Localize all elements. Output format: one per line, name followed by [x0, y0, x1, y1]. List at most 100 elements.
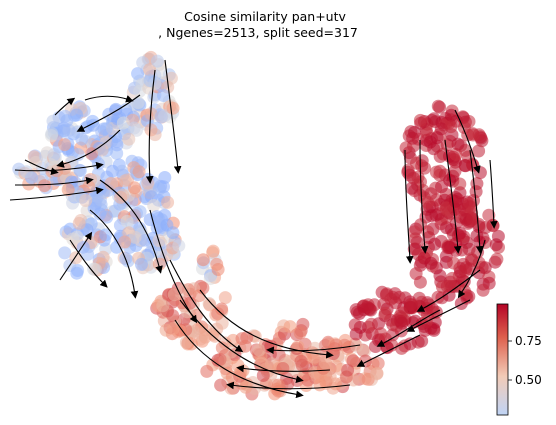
cell-point [370, 367, 383, 380]
cell-point [432, 100, 445, 113]
cell-point [359, 355, 372, 368]
cell-point [97, 251, 110, 264]
cell-point [431, 131, 444, 144]
cell-point [379, 307, 392, 320]
cell-point [214, 379, 227, 392]
cell-point [197, 253, 210, 266]
cell-point [231, 359, 244, 372]
cell-point [71, 231, 84, 244]
cell-point [133, 165, 146, 178]
cell-point [151, 55, 164, 68]
cell-point [58, 138, 71, 151]
cell-point [73, 217, 86, 230]
cell-point [441, 241, 454, 254]
cell-point [253, 344, 266, 357]
cell-point [470, 177, 483, 190]
cell-point [444, 120, 457, 133]
cell-point [79, 194, 92, 207]
cell-point [58, 246, 71, 259]
cell-point [207, 245, 220, 258]
cell-point [92, 157, 105, 170]
cell-point [408, 225, 421, 238]
cell-point [119, 174, 132, 187]
colorbar-gradient [497, 304, 508, 415]
cell-point [45, 127, 58, 140]
cell-point [172, 239, 185, 252]
cell-point [74, 164, 87, 177]
cell-point [419, 324, 432, 337]
chart-title-line-1: Cosine similarity pan+utv [184, 9, 346, 24]
cell-point [75, 133, 88, 146]
cell-point [428, 112, 441, 125]
cell-point [135, 258, 148, 271]
cell-point [94, 193, 107, 206]
cell-point [490, 253, 503, 266]
cell-point [47, 115, 60, 128]
cell-point [156, 299, 169, 312]
cell-point [458, 285, 471, 298]
cell-point [166, 226, 179, 239]
cell-point [60, 114, 73, 127]
cell-points [12, 51, 505, 401]
cell-point [296, 359, 309, 372]
cell-point [490, 238, 503, 251]
colorbar-tick-label-low: 0.50 [515, 373, 542, 387]
cell-point [389, 287, 402, 300]
cell-point [477, 284, 490, 297]
cell-point [406, 132, 419, 145]
cell-point [168, 288, 181, 301]
cell-point [479, 261, 492, 274]
cell-point [472, 145, 485, 158]
cell-point [145, 123, 158, 136]
cell-point [147, 199, 160, 212]
cell-point [284, 320, 297, 333]
colorbar: 0.75 0.50 [497, 304, 542, 415]
cell-point [459, 264, 472, 277]
cell-point [219, 291, 232, 304]
cell-point [410, 157, 423, 170]
cell-point [41, 146, 54, 159]
cell-point [404, 298, 417, 311]
cell-point [38, 179, 51, 192]
cell-point [214, 353, 227, 366]
cell-point [239, 340, 252, 353]
cell-point [117, 117, 130, 130]
cell-point [319, 357, 332, 370]
cell-point [410, 267, 423, 280]
cell-point [167, 102, 180, 115]
cell-point [141, 177, 154, 190]
cell-point [394, 315, 407, 328]
streamline [85, 96, 130, 100]
cell-point [470, 229, 483, 242]
cell-point [487, 219, 500, 232]
cell-point [110, 138, 123, 151]
cell-point [365, 318, 378, 331]
cell-point [425, 257, 438, 270]
cell-point [100, 122, 113, 135]
cell-point [455, 297, 468, 310]
cell-point [157, 89, 170, 102]
cell-point [212, 263, 225, 276]
cell-point [20, 165, 33, 178]
cell-point [414, 114, 427, 127]
cell-point [374, 327, 387, 340]
cell-point [200, 365, 213, 378]
cell-point [447, 257, 460, 270]
cell-point [449, 195, 462, 208]
cell-point [132, 96, 145, 109]
cell-point [199, 331, 212, 344]
cell-point [121, 215, 134, 228]
cell-point [452, 138, 465, 151]
colorbar-tick-label-high: 0.75 [515, 334, 542, 348]
cell-point [407, 172, 420, 185]
cell-point [276, 362, 289, 375]
cell-point [421, 196, 434, 209]
cell-point [122, 133, 135, 146]
cell-point [347, 354, 360, 367]
cell-point [349, 318, 362, 331]
cell-point [161, 196, 174, 209]
cell-point [180, 336, 193, 349]
cell-point [350, 303, 363, 316]
cell-point [70, 267, 83, 280]
